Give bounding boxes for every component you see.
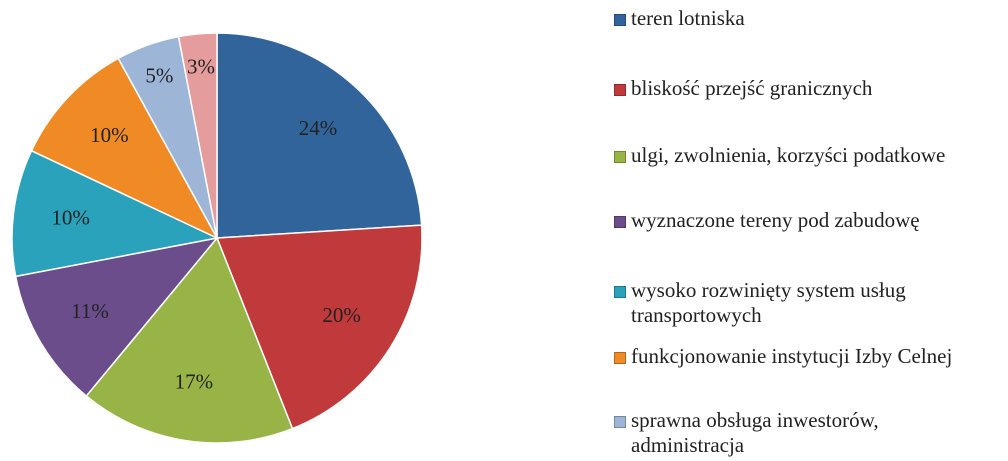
slice-label: 20% — [322, 303, 361, 327]
slice-label: 24% — [299, 116, 338, 140]
legend-label: ulgi, zwolnienia, korzyści podatkowe — [631, 143, 946, 167]
legend-label: wysoko rozwinięty system usług transport… — [631, 278, 906, 327]
pie-slice — [216, 32, 423, 239]
legend-swatch — [614, 352, 626, 364]
legend-swatch — [614, 84, 626, 96]
pie-area: 24% 20% 17% 11% 10% 10% 5% 3% — [11, 32, 423, 444]
legend-swatch — [614, 151, 626, 163]
slice-label: 10% — [90, 123, 129, 147]
pie-slice — [177, 32, 218, 239]
legend-entry: funkcjonowanie instytucji Izby Celnej — [612, 344, 952, 369]
legend-label: teren lotniska — [631, 6, 745, 30]
slice-label: 5% — [145, 64, 173, 88]
legend-swatch — [614, 14, 626, 26]
legend-label: bliskość przejść granicznych — [631, 76, 873, 100]
legend-entry: teren lotniska — [612, 6, 745, 31]
pie-slice — [85, 236, 294, 444]
pie-slice — [215, 224, 423, 430]
legend-swatch — [614, 216, 626, 228]
legend-label: funkcjonowanie instytucji Izby Celnej — [631, 344, 953, 368]
pie-slice — [30, 57, 219, 240]
legend-entry: wyznaczone tereny pod zabudowę — [612, 208, 920, 233]
pie-slice — [14, 236, 219, 398]
slice-label: 10% — [51, 205, 90, 229]
slice-label: 3% — [187, 54, 215, 78]
legend-swatch — [614, 416, 626, 428]
legend-swatch — [614, 286, 626, 298]
pie-slice — [11, 149, 220, 278]
legend-entry: ulgi, zwolnienia, korzyści podatkowe — [612, 143, 945, 168]
slice-label: 11% — [71, 299, 109, 323]
legend-entry: sprawna obsługa inwestorów, administracj… — [612, 408, 961, 458]
legend-entry: wysoko rozwinięty system usług transport… — [612, 278, 961, 328]
legend-label: wyznaczone tereny pod zabudowę — [631, 208, 920, 232]
legend-label: sprawna obsługa inwestorów, administracj… — [631, 408, 879, 457]
legend-entry: bliskość przejść granicznych — [612, 76, 872, 101]
slice-label: 17% — [175, 370, 214, 394]
